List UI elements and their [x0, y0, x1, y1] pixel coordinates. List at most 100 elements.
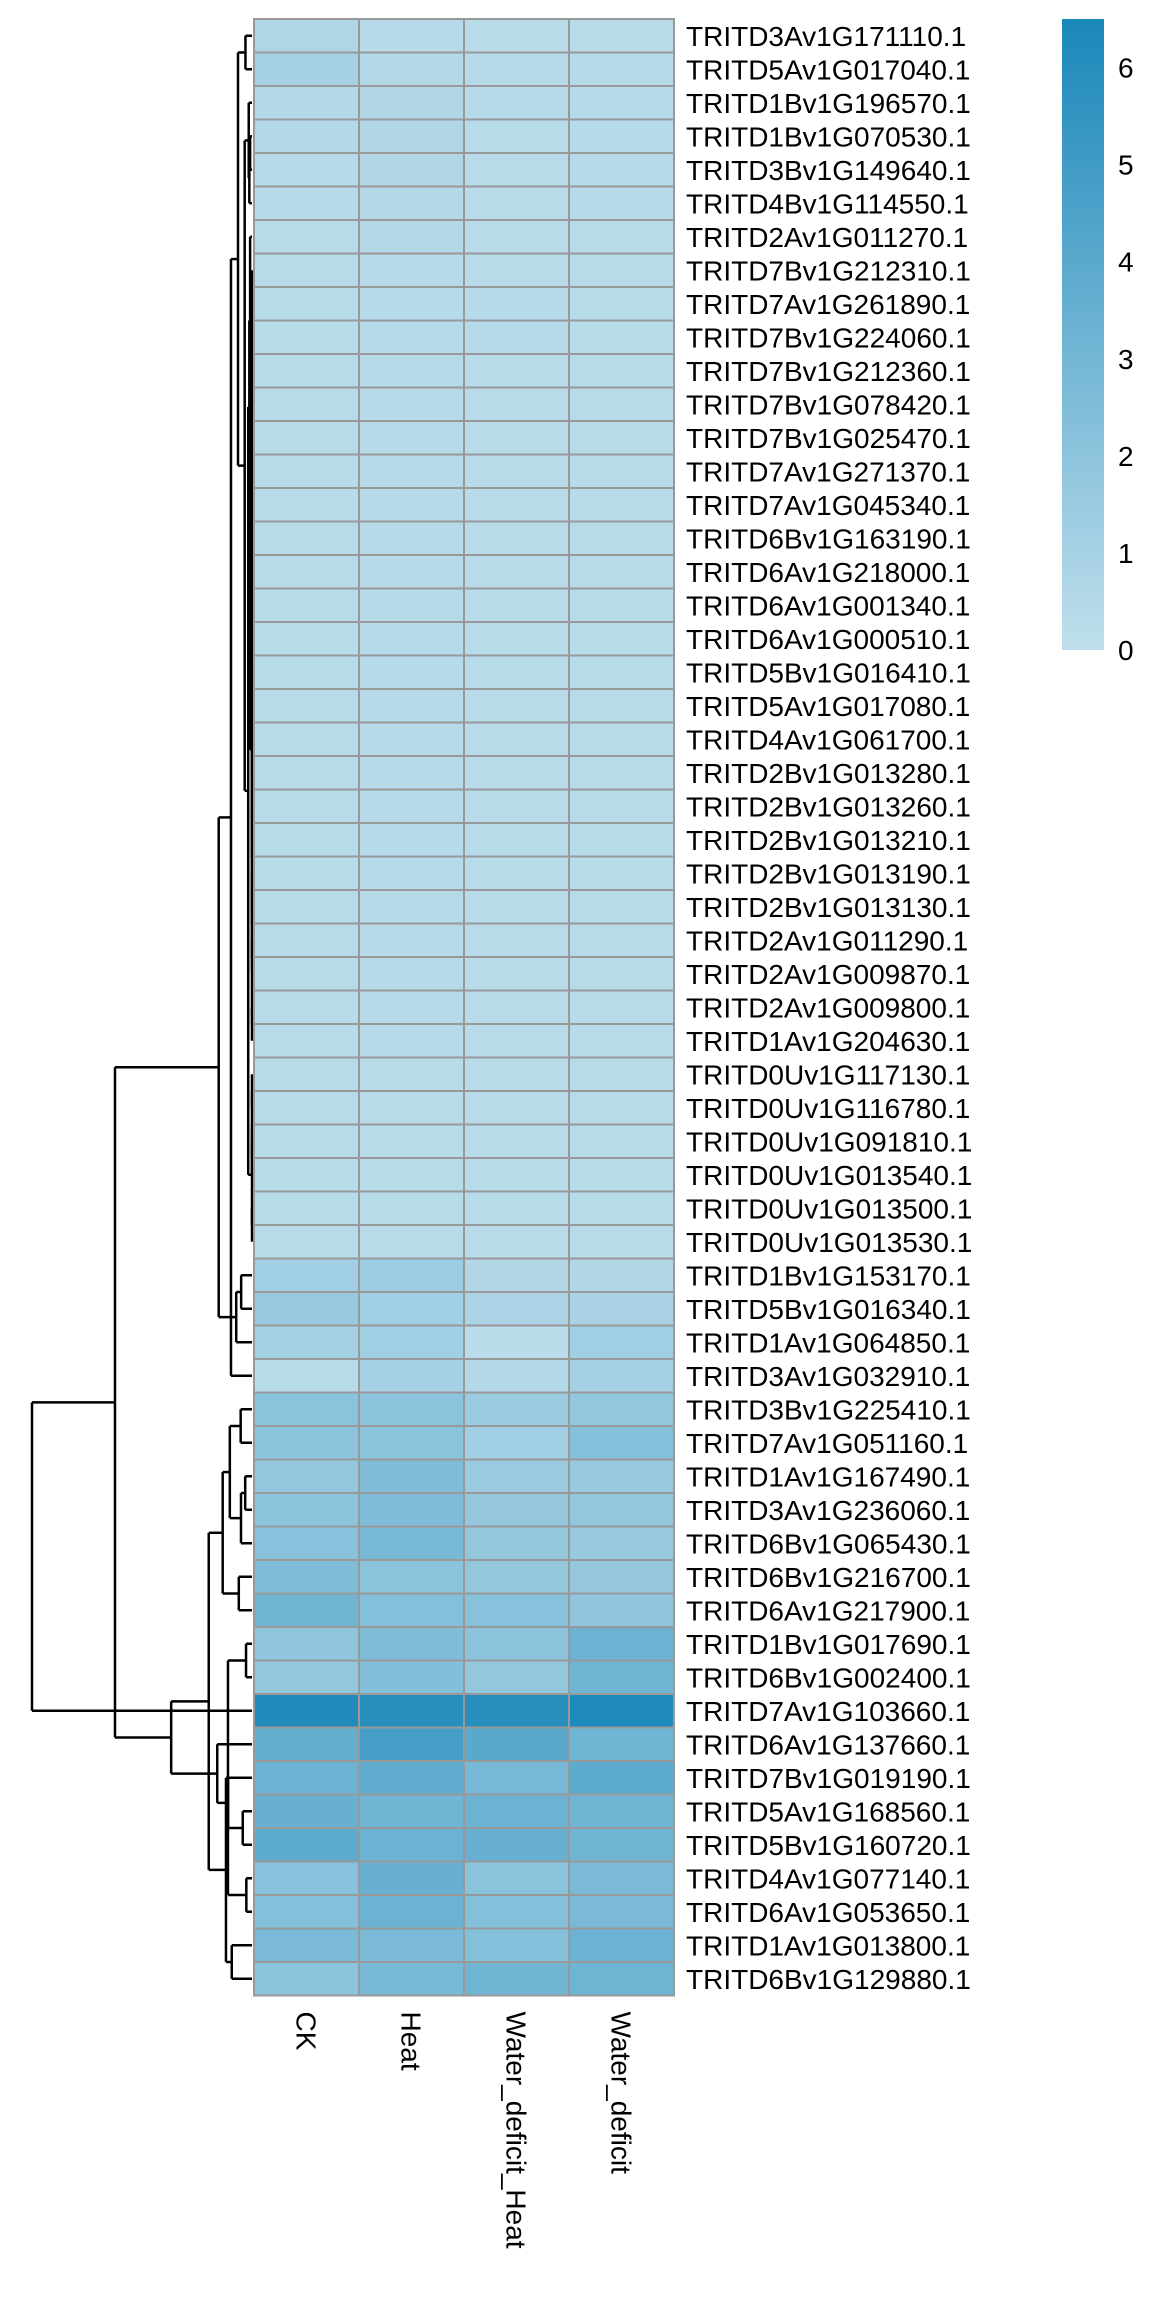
heatmap-cell: [358, 1693, 465, 1729]
heatmap-cell: [568, 118, 675, 154]
heatmap-cell: [568, 286, 675, 322]
row-label: TRITD3Av1G032910.1: [686, 1361, 970, 1392]
heatmap-cell: [253, 1827, 360, 1863]
heatmap-cell: [568, 1056, 675, 1092]
heatmap-cell: [463, 420, 570, 456]
heatmap-cell: [253, 1190, 360, 1226]
heatmap-cell: [568, 520, 675, 556]
heatmap-cell: [253, 319, 360, 355]
heatmap-cell: [358, 185, 465, 221]
heatmap-cell: [463, 185, 570, 221]
heatmap-cell: [568, 621, 675, 657]
row-label: TRITD3Av1G236060.1: [686, 1495, 970, 1526]
heatmap-cell: [463, 487, 570, 523]
heatmap-cell: [568, 453, 675, 489]
heatmap-cell: [568, 1090, 675, 1126]
heatmap-cell: [463, 1023, 570, 1059]
heatmap-cell: [463, 1458, 570, 1494]
heatmap-cell: [463, 319, 570, 355]
heatmap-cell: [358, 1894, 465, 1930]
heatmap-cell: [568, 721, 675, 757]
heatmap-cell: [358, 1257, 465, 1293]
heatmap-cell: [358, 956, 465, 992]
heatmap-cell: [358, 721, 465, 757]
heatmap-cell: [568, 822, 675, 858]
heatmap-cell: [358, 319, 465, 355]
row-dendrogram: [30, 34, 254, 1980]
heatmap-cell: [358, 788, 465, 824]
heatmap-cell: [568, 219, 675, 255]
heatmap-cell: [253, 956, 360, 992]
heatmap-cell: [568, 1592, 675, 1628]
heatmap-cell: [358, 1525, 465, 1561]
heatmap-cell: [253, 1123, 360, 1159]
row-label: TRITD3Bv1G149640.1: [686, 155, 971, 186]
row-label: TRITD2Bv1G013210.1: [686, 825, 971, 856]
heatmap-cell: [463, 51, 570, 87]
heatmap-cell: [253, 1559, 360, 1595]
heatmap-cell: [358, 1458, 465, 1494]
heatmap-cell: [253, 252, 360, 288]
heatmap-cell: [463, 688, 570, 724]
heatmap-cell: [253, 1860, 360, 1896]
heatmap-cell: [253, 1291, 360, 1327]
row-label: TRITD0Uv1G117130.1: [686, 1059, 970, 1090]
heatmap-cell: [358, 219, 465, 255]
heatmap-cell: [463, 1525, 570, 1561]
heatmap-cell: [358, 1492, 465, 1528]
heatmap-cell: [253, 85, 360, 121]
heatmap-cell: [568, 922, 675, 958]
heatmap-cell: [253, 822, 360, 858]
heatmap-cell: [568, 1760, 675, 1796]
legend-tick-label: 2: [1118, 441, 1134, 472]
row-label: TRITD4Av1G061700.1: [686, 724, 970, 755]
heatmap-cell: [358, 1190, 465, 1226]
heatmap-cell: [463, 755, 570, 791]
heatmap-cell: [253, 989, 360, 1025]
legend-tick-label: 1: [1118, 538, 1134, 569]
heatmap-cell: [568, 152, 675, 188]
heatmap-cell: [253, 1157, 360, 1193]
heatmap-cell: [568, 1458, 675, 1494]
row-label: TRITD6Av1G217900.1: [686, 1595, 970, 1626]
heatmap-cell: [358, 1425, 465, 1461]
heatmap-cell: [568, 1894, 675, 1930]
heatmap-cell: [358, 85, 465, 121]
heatmap-cell: [358, 654, 465, 690]
row-label: TRITD7Av1G051160.1: [686, 1428, 968, 1459]
heatmap-cell: [358, 252, 465, 288]
heatmap-cell: [463, 1224, 570, 1260]
heatmap-cell: [463, 252, 570, 288]
legend-tick-label: 0: [1118, 635, 1134, 666]
heatmap-cell: [253, 1894, 360, 1930]
heatmap-cell: [568, 1157, 675, 1193]
heatmap-cell: [253, 1458, 360, 1494]
heatmap-cell: [568, 587, 675, 623]
heatmap-cell: [568, 420, 675, 456]
heatmap-cell: [253, 621, 360, 657]
heatmap-cell: [463, 922, 570, 958]
heatmap-cell: [463, 1391, 570, 1427]
heatmap-cell: [253, 1659, 360, 1695]
heatmap-cell: [253, 286, 360, 322]
heatmap-cell: [463, 1793, 570, 1829]
heatmap-cell: [358, 1056, 465, 1092]
row-label: TRITD7Bv1G078420.1: [686, 389, 971, 420]
heatmap-cell: [568, 688, 675, 724]
legend-tick-label: 3: [1118, 344, 1134, 375]
heatmap-cell: [358, 286, 465, 322]
heatmap-cell: [253, 1793, 360, 1829]
heatmap-cell: [463, 1090, 570, 1126]
heatmap-cell: [358, 1659, 465, 1695]
heatmap-cell: [358, 1157, 465, 1193]
heatmap-cell: [253, 788, 360, 824]
heatmap-cell: [253, 688, 360, 724]
heatmap-cell: [358, 1927, 465, 1963]
heatmap-cell: [463, 1961, 570, 1997]
heatmap-cell: [358, 1626, 465, 1662]
heatmap-cell: [358, 118, 465, 154]
heatmap-cell: [463, 956, 570, 992]
heatmap-cell: [463, 1659, 570, 1695]
heatmap-cell: [568, 889, 675, 925]
